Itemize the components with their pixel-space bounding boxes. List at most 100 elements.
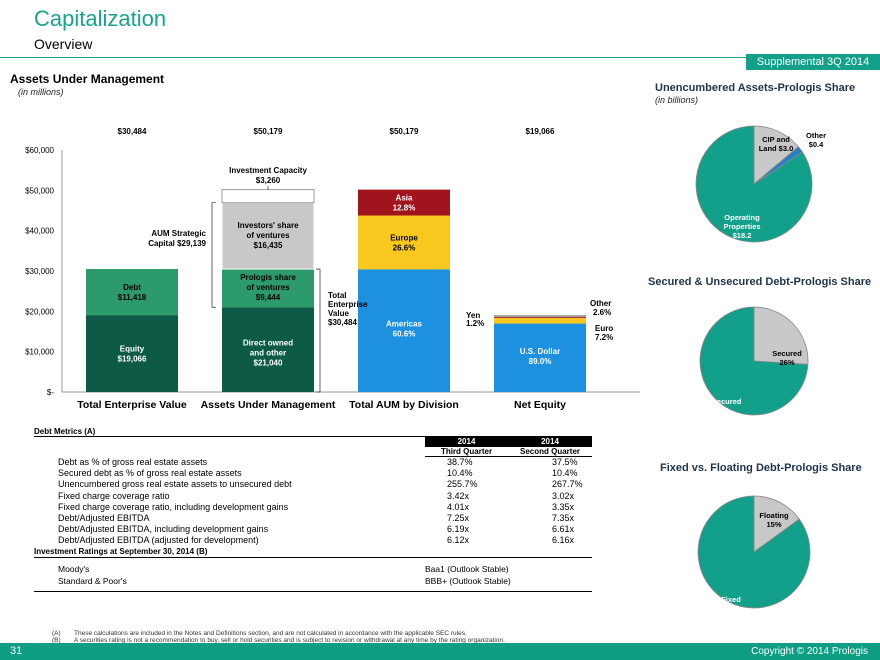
annotation-euro-pct: 7.2% <box>595 333 613 342</box>
pie-label-fixed: Fixed <box>721 595 741 604</box>
category-label: Total AUM by Division <box>349 399 459 411</box>
metric-value-q3: 38.7% <box>447 457 473 468</box>
y-tick-label: $50,000 <box>25 186 54 195</box>
debt-metrics-rule <box>34 436 592 437</box>
table-row: Debt/Adjusted EBITDA (adjusted for devel… <box>58 535 636 546</box>
table-row: Fixed charge coverage ratio 3.42x 3.02x <box>58 491 636 502</box>
ratings-heading: Investment Ratings at September 30, 2014… <box>34 547 208 556</box>
segment-label-europe: 26.6% <box>393 243 416 252</box>
metric-label: Fixed charge coverage ratio, including d… <box>58 501 289 512</box>
segment-label-usd: 89.0% <box>529 357 552 366</box>
ratings-rule-bottom <box>34 591 592 592</box>
metric-label: Fixed charge coverage ratio <box>58 490 170 501</box>
bar-segment-europe <box>358 215 450 270</box>
pie-label-secured: Secured <box>772 349 802 358</box>
y-tick-label: $20,000 <box>25 307 54 316</box>
metric-value-q2: 267.7% <box>552 479 583 490</box>
pie-slice-unsecured <box>699 306 809 416</box>
bar-segment-investment-capacity <box>221 189 315 204</box>
footnote-a-mark: (A) <box>52 630 61 637</box>
page-number: 31 <box>10 645 23 657</box>
annotation-aum-strategic-value: Capital $29,139 <box>148 239 206 248</box>
annotation-investment-capacity-value: $3,260 <box>256 176 281 185</box>
col-second-quarter: Second Quarter <box>519 447 580 456</box>
debt-metrics-table: Debt as % of gross real estate assets 38.… <box>58 457 636 547</box>
unencumbered-pie-units: (in billions) <box>655 95 699 105</box>
ratings-rule-top <box>34 557 592 558</box>
annotation-aum-strategic: AUM Strategic <box>151 229 206 238</box>
metric-label: Debt/Adjusted EBITDA <box>58 513 150 524</box>
annotation-total-enterprise-value: $30,484 <box>328 318 357 327</box>
pie-label-unsecured: 74% <box>714 406 729 415</box>
segment-label-equity: Equity <box>120 345 145 354</box>
pie-label-operating-properties: Properties <box>723 222 760 231</box>
rating-agency-moodys: Moody's <box>58 564 90 574</box>
annotation-other: Other <box>590 299 611 308</box>
metric-label: Debt/Adjusted EBITDA, including developm… <box>58 524 269 535</box>
pie-label-unsecured: Unsecured <box>703 397 742 406</box>
col-header-rule <box>425 456 592 457</box>
pie-slice-floating <box>753 495 800 553</box>
segment-label-debt: Debt <box>123 283 141 292</box>
bar-segment-asia <box>358 189 450 216</box>
page-title: Capitalization <box>34 6 167 31</box>
footnote-b: A securities rating is not a recommendat… <box>74 637 505 644</box>
metric-value-q3: 6.19x <box>447 524 470 535</box>
bar-segment-debt <box>86 269 178 316</box>
pie-label-other: Other <box>806 131 826 140</box>
metric-value-q3: 4.01x <box>447 501 470 512</box>
unencumbered-pie-title: Unencumbered Assets-Prologis Share <box>655 82 856 94</box>
pie-slice-fixed <box>697 495 811 609</box>
footnote-b-mark: (B) <box>52 637 61 644</box>
annotation-investment-capacity: Investment Capacity <box>229 166 307 175</box>
bar-segment-euro <box>494 318 586 324</box>
bar-segment-equity <box>86 315 178 392</box>
fixed-pie-title: Fixed vs. Floating Debt-Prologis Share <box>660 462 862 474</box>
segment-label-europe: Europe <box>390 233 418 242</box>
pie-label-cip-land: Land $3.0 <box>759 144 794 153</box>
annotation-total-enterprise-value: Value <box>328 309 349 318</box>
segment-label-direct: $21,040 <box>254 359 283 368</box>
bar-total-label: $50,179 <box>254 127 283 136</box>
metric-label: Debt/Adjusted EBITDA (adjusted for devel… <box>58 535 259 546</box>
bracket-aum-strategic <box>211 202 216 308</box>
bar-total-label: $50,179 <box>390 127 419 136</box>
annotation-yen-pct: 1.2% <box>466 319 484 328</box>
bar-segment-direct-owned <box>222 307 314 392</box>
bar-segment-other <box>494 315 586 318</box>
metric-label: Debt as % of gross real estate assets <box>58 457 208 468</box>
metric-value-q2: 10.4% <box>552 468 578 479</box>
metric-value-q2: 7.35x <box>552 513 575 524</box>
footnote-a: These calculations are included in the N… <box>74 630 467 637</box>
pie-slice-operating-properties <box>695 125 813 243</box>
bar-segment-prologis-share <box>222 269 314 308</box>
pie-label-cip-land: CIP and <box>762 135 790 144</box>
table-row: Debt/Adjusted EBITDA, including developm… <box>58 524 636 535</box>
segment-label-prologis: Prologis share <box>240 273 296 282</box>
footer-bar: 31 Copyright © 2014 Prologis <box>0 643 880 660</box>
rating-agency-sp: Standard & Poor's <box>58 576 127 586</box>
annotation-total-enterprise-value: Total <box>328 291 347 300</box>
pie-label-other: $0.4 <box>809 140 824 149</box>
rating-value-moodys: Baa1 (Outlook Stable) <box>425 564 509 574</box>
table-row: Fixed charge coverage ratio, including d… <box>58 502 636 513</box>
metric-value-q2: 37.5% <box>552 457 578 468</box>
supplemental-badge: Supplemental 3Q 2014 <box>746 54 880 70</box>
y-tick-label: $40,000 <box>25 227 54 236</box>
annotation-yen: Yen <box>466 311 480 320</box>
segment-label-americas: 60.6% <box>393 330 416 339</box>
y-tick-label: $30,000 <box>25 267 54 276</box>
segment-label-equity: $19,066 <box>118 355 147 364</box>
header-divider <box>0 57 880 58</box>
segment-label-investors: Investors' share <box>237 221 299 230</box>
bar-segment-yen <box>494 317 586 319</box>
segment-label-debt: $11,418 <box>118 293 147 302</box>
metric-value-q3: 255.7% <box>447 479 478 490</box>
annotation-total-enterprise-value: Enterprise <box>328 300 368 309</box>
metric-value-q2: 3.35x <box>552 501 575 512</box>
segment-label-direct: Direct owned <box>243 339 293 348</box>
annotation-other-pct: 2.6% <box>593 308 611 317</box>
pie-label-secured: 26% <box>779 358 794 367</box>
